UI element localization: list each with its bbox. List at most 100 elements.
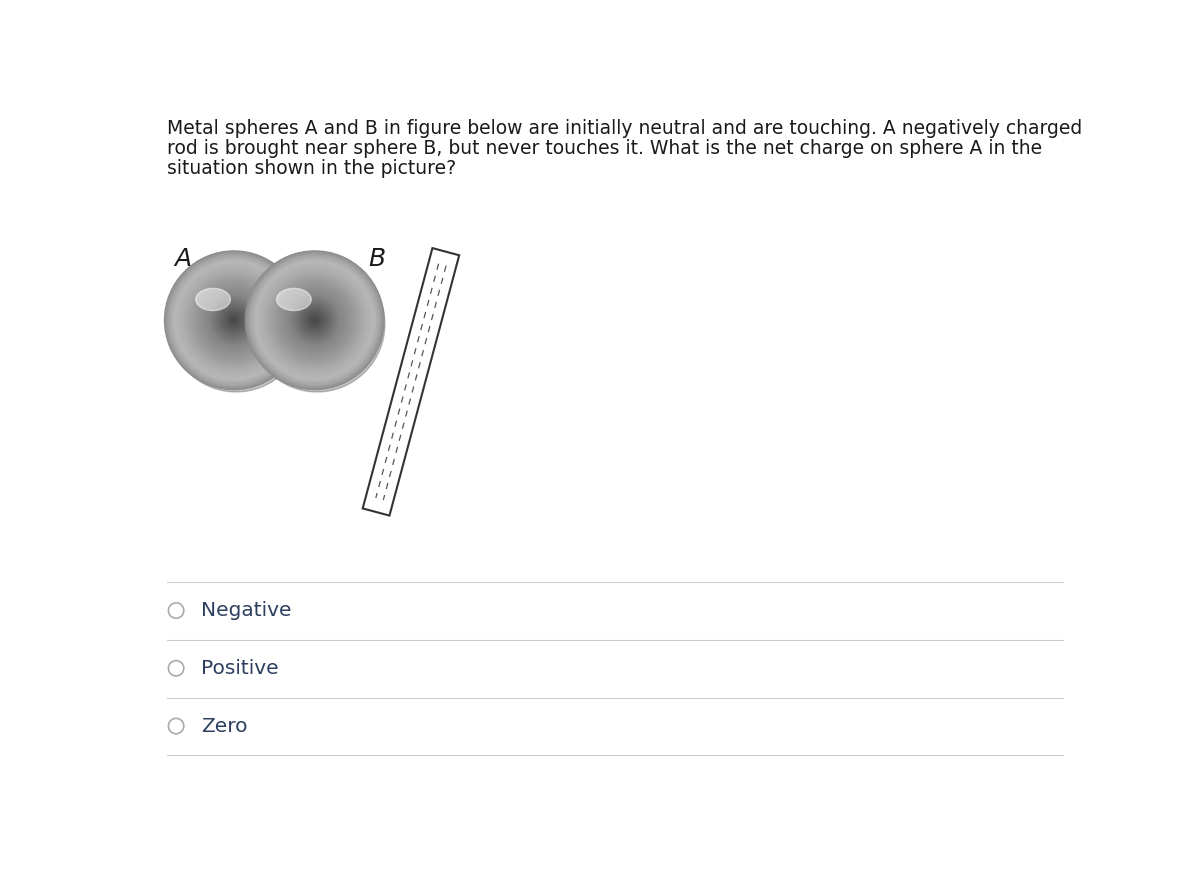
Ellipse shape — [286, 291, 344, 350]
Ellipse shape — [199, 286, 269, 355]
Ellipse shape — [221, 307, 247, 333]
Ellipse shape — [307, 313, 322, 327]
Ellipse shape — [212, 299, 256, 342]
Ellipse shape — [293, 298, 337, 343]
Text: Zero: Zero — [200, 717, 247, 735]
Ellipse shape — [190, 276, 278, 364]
Ellipse shape — [250, 255, 380, 385]
Ellipse shape — [187, 274, 281, 366]
Ellipse shape — [216, 303, 251, 337]
Ellipse shape — [216, 303, 252, 338]
Ellipse shape — [274, 279, 356, 362]
Ellipse shape — [290, 296, 338, 344]
Ellipse shape — [307, 313, 323, 328]
Ellipse shape — [292, 296, 338, 344]
Ellipse shape — [179, 265, 288, 375]
Ellipse shape — [168, 255, 300, 386]
Ellipse shape — [185, 271, 283, 370]
Ellipse shape — [266, 272, 362, 368]
Ellipse shape — [302, 308, 328, 333]
Ellipse shape — [172, 259, 295, 382]
Ellipse shape — [306, 312, 323, 329]
Ellipse shape — [215, 302, 252, 339]
Ellipse shape — [196, 283, 272, 358]
Polygon shape — [362, 249, 460, 515]
Ellipse shape — [178, 264, 290, 377]
Ellipse shape — [175, 262, 293, 379]
Ellipse shape — [209, 296, 259, 345]
Ellipse shape — [193, 280, 274, 360]
Ellipse shape — [210, 296, 258, 344]
Ellipse shape — [253, 259, 376, 381]
Ellipse shape — [295, 301, 334, 339]
Ellipse shape — [294, 299, 336, 341]
Ellipse shape — [205, 291, 263, 350]
Ellipse shape — [192, 279, 276, 362]
Ellipse shape — [178, 263, 290, 377]
Ellipse shape — [274, 279, 355, 361]
Ellipse shape — [247, 252, 383, 388]
Ellipse shape — [296, 302, 334, 339]
Ellipse shape — [176, 262, 292, 378]
Ellipse shape — [170, 257, 296, 384]
Ellipse shape — [287, 292, 342, 348]
Ellipse shape — [256, 261, 374, 380]
Ellipse shape — [296, 303, 332, 338]
Ellipse shape — [293, 299, 336, 342]
Ellipse shape — [276, 283, 353, 358]
Ellipse shape — [200, 287, 268, 353]
Ellipse shape — [250, 256, 385, 392]
Ellipse shape — [198, 284, 270, 357]
Ellipse shape — [302, 309, 326, 332]
Ellipse shape — [295, 300, 335, 340]
Ellipse shape — [260, 266, 368, 374]
Ellipse shape — [251, 255, 379, 385]
Text: B: B — [368, 247, 385, 271]
Ellipse shape — [179, 265, 289, 376]
Ellipse shape — [218, 305, 250, 336]
Ellipse shape — [187, 273, 281, 367]
Ellipse shape — [254, 260, 374, 380]
Ellipse shape — [175, 262, 292, 378]
Ellipse shape — [217, 303, 251, 337]
Ellipse shape — [188, 275, 280, 366]
Text: Metal spheres A and B in figure below are initially neutral and are touching. A : Metal spheres A and B in figure below ar… — [167, 119, 1082, 138]
Ellipse shape — [218, 304, 250, 337]
Text: A: A — [174, 247, 192, 271]
Ellipse shape — [220, 306, 248, 335]
Ellipse shape — [192, 278, 276, 363]
Ellipse shape — [220, 306, 247, 334]
Ellipse shape — [265, 270, 365, 370]
Ellipse shape — [288, 293, 342, 347]
Ellipse shape — [277, 283, 352, 358]
Ellipse shape — [166, 252, 301, 388]
Ellipse shape — [246, 252, 383, 389]
Ellipse shape — [313, 319, 316, 322]
Ellipse shape — [169, 255, 299, 385]
Ellipse shape — [203, 289, 265, 351]
Ellipse shape — [172, 258, 296, 383]
Ellipse shape — [257, 262, 373, 378]
Ellipse shape — [180, 266, 288, 374]
Ellipse shape — [269, 275, 360, 366]
Ellipse shape — [252, 257, 378, 384]
Ellipse shape — [280, 286, 349, 355]
Ellipse shape — [289, 295, 341, 346]
Ellipse shape — [232, 318, 236, 323]
Ellipse shape — [185, 272, 282, 369]
Ellipse shape — [169, 255, 299, 385]
Ellipse shape — [209, 295, 259, 346]
Ellipse shape — [182, 269, 286, 372]
Ellipse shape — [299, 304, 331, 337]
Ellipse shape — [283, 289, 347, 352]
Ellipse shape — [224, 311, 242, 330]
Ellipse shape — [306, 311, 324, 330]
Ellipse shape — [310, 316, 319, 325]
Ellipse shape — [278, 283, 352, 357]
Ellipse shape — [305, 310, 325, 330]
Ellipse shape — [284, 290, 344, 350]
Text: Positive: Positive — [200, 658, 278, 678]
Ellipse shape — [191, 277, 277, 364]
Ellipse shape — [224, 310, 244, 330]
Ellipse shape — [258, 264, 371, 377]
